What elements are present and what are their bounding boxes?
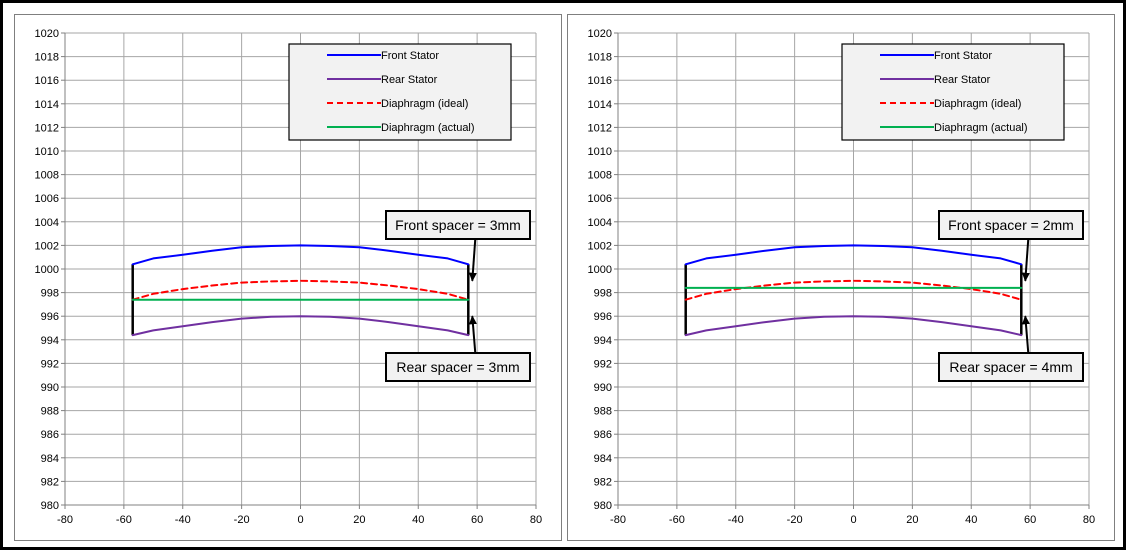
annotation-text: Rear spacer = 4mm [949,359,1072,375]
x-tick-label: -60 [669,514,685,526]
annotation-box [938,352,1084,382]
y-tick-label: 992 [594,358,612,370]
y-tick-label: 992 [41,358,59,370]
x-tick-label: 80 [1083,514,1095,526]
y-tick-label: 982 [594,476,612,488]
y-tick-label: 1000 [35,264,59,276]
y-tick-label: 1016 [35,75,59,87]
y-tick-label: 994 [41,335,59,347]
annotation-callout: Rear spacer = 3mm [385,315,531,382]
annotation-text: Rear spacer = 3mm [396,359,519,375]
y-tick-label: 1018 [35,52,59,64]
annotation-callout: Front spacer = 3mm [385,210,531,282]
legend-label: Rear Stator [934,74,991,86]
y-tick-label: 986 [41,429,59,441]
y-tick-label: 984 [41,453,59,465]
annotation-arrow [1021,315,1030,354]
annotation-box [385,210,531,240]
x-tick-label: 40 [412,514,424,526]
y-tick-label: 994 [594,335,612,347]
annotation-callout: Rear spacer = 4mm [938,315,1084,382]
x-tick-label: 0 [850,514,856,526]
y-tick-label: 1008 [588,170,612,182]
legend-label: Diaphragm (ideal) [934,98,1021,110]
y-tick-label: 988 [594,406,612,418]
annotation-arrow [1021,238,1030,282]
series-line-rear-stator [131,315,470,337]
series-line-front-stator [684,244,1023,266]
legend-label: Diaphragm (actual) [934,122,1028,134]
y-tick-label: 1016 [588,75,612,87]
y-tick-label: 1002 [588,240,612,252]
y-tick-label: 990 [594,382,612,394]
legend-label: Front Stator [934,50,992,62]
chart-panel-left: 980 982 984 986 988 990 992 994 996 998 1000 1002 10… [14,14,562,541]
legend-box [841,43,1065,141]
y-tick-label: 996 [41,311,59,323]
x-tick-label: -40 [728,514,744,526]
x-tick-label: 20 [353,514,365,526]
y-tick-label: 1004 [35,217,59,229]
y-tick-label: 990 [41,382,59,394]
legend: Front Stator Rear Stator Diaphragm (ideal)… [841,43,1065,141]
y-tick-label: 1006 [588,193,612,205]
y-tick-label: 1008 [35,170,59,182]
series-line-diaphragm-ideal [131,279,470,301]
y-tick-label: 982 [41,476,59,488]
chart-panel-right: 980 982 984 986 988 990 992 994 996 998 1000 1002 10… [567,14,1115,541]
series-line-front-stator [131,244,470,266]
y-tick-label: 980 [41,500,59,512]
x-tick-label: -80 [57,514,73,526]
x-tick-label: 40 [965,514,977,526]
annotation-box [938,210,1084,240]
y-tick-label: 1018 [588,52,612,64]
y-tick-label: 1004 [588,217,612,229]
y-tick-label: 998 [41,288,59,300]
y-tick-label: 1012 [588,122,612,134]
y-tick-label: 1010 [35,146,59,158]
x-tick-label: 80 [530,514,542,526]
y-tick-label: 996 [594,311,612,323]
x-tick-label: -20 [787,514,803,526]
chart-right-svg: 980 982 984 986 988 990 992 994 996 998 1000 1002 10… [588,28,1096,526]
x-tick-label: 60 [471,514,483,526]
legend-label: Rear Stator [381,74,438,86]
y-tick-label: 1010 [588,146,612,158]
annotation-arrow [468,238,477,282]
legend-label: Diaphragm (ideal) [381,98,468,110]
annotation-callout: Front spacer = 2mm [938,210,1084,282]
annotation-arrow [468,315,477,354]
annotation-box [385,352,531,382]
y-tick-label: 998 [594,288,612,300]
legend-label: Front Stator [381,50,439,62]
y-tick-label: 1014 [588,99,612,111]
y-tick-label: 1020 [35,28,59,40]
x-tick-label: -20 [234,514,250,526]
y-tick-label: 1000 [588,264,612,276]
annotation-text: Front spacer = 2mm [948,217,1074,233]
x-tick-label: -40 [175,514,191,526]
series-line-diaphragm-ideal [684,279,1023,301]
y-tick-label: 1006 [35,193,59,205]
y-tick-label: 986 [594,429,612,441]
legend-box [288,43,512,141]
x-tick-label: 20 [906,514,918,526]
y-tick-label: 1014 [35,99,59,111]
legend-label: Diaphragm (actual) [381,122,475,134]
y-tick-label: 988 [41,406,59,418]
series-line-rear-stator [684,315,1023,337]
y-tick-label: 984 [594,453,612,465]
chart-left-svg: 980 982 984 986 988 990 992 994 996 998 1000 1002 10… [35,28,543,526]
x-tick-label: 0 [297,514,303,526]
y-tick-label: 1012 [35,122,59,134]
x-tick-label: -60 [116,514,132,526]
x-tick-label: 60 [1024,514,1036,526]
annotation-text: Front spacer = 3mm [395,217,521,233]
legend: Front Stator Rear Stator Diaphragm (ideal)… [288,43,512,141]
x-tick-label: -80 [610,514,626,526]
y-tick-label: 1002 [35,240,59,252]
y-tick-label: 980 [594,500,612,512]
y-tick-label: 1020 [588,28,612,40]
